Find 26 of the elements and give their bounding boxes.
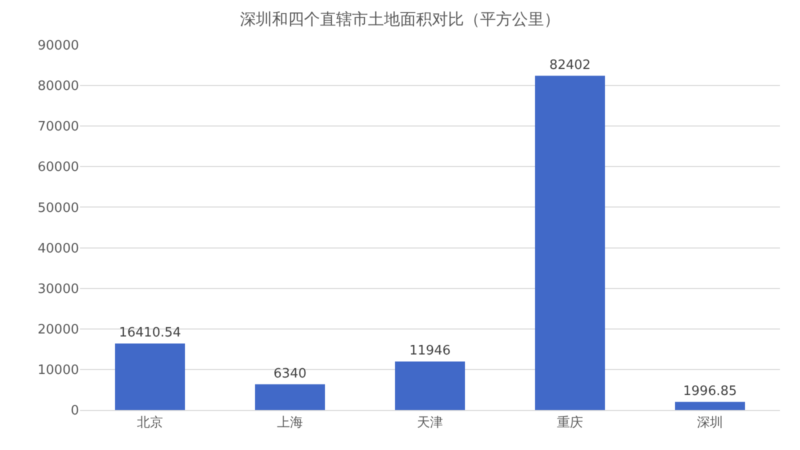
data-label: 82402 bbox=[549, 58, 591, 73]
x-tick-label: 深圳 bbox=[697, 416, 723, 431]
y-tick-label: 20000 bbox=[38, 322, 79, 338]
y-tick-label: 0 bbox=[70, 404, 79, 419]
bar bbox=[535, 76, 605, 410]
data-label: 11946 bbox=[409, 344, 451, 359]
x-tick-label: 重庆 bbox=[557, 416, 583, 431]
x-tick-label: 上海 bbox=[277, 416, 303, 431]
x-tick-label: 北京 bbox=[137, 416, 163, 431]
bar bbox=[675, 402, 745, 410]
y-tick-label: 60000 bbox=[38, 160, 79, 176]
x-tick-label: 天津 bbox=[417, 416, 443, 431]
y-tick-label: 80000 bbox=[38, 79, 79, 94]
y-tick-label: 40000 bbox=[38, 241, 79, 256]
chart-title: 深圳和四个直辖市土地面积对比（平方公里） bbox=[240, 10, 560, 29]
y-tick-label: 90000 bbox=[38, 38, 79, 54]
data-label: 1996.85 bbox=[683, 384, 737, 399]
bar bbox=[115, 343, 185, 410]
y-tick-label: 50000 bbox=[38, 200, 79, 216]
y-tick-label: 10000 bbox=[38, 362, 79, 378]
bar bbox=[395, 362, 465, 410]
y-tick-label: 30000 bbox=[38, 282, 79, 297]
data-label: 6340 bbox=[273, 366, 307, 382]
data-label: 16410.54 bbox=[118, 325, 182, 340]
y-tick-label: 70000 bbox=[38, 120, 79, 135]
bar bbox=[255, 384, 325, 410]
